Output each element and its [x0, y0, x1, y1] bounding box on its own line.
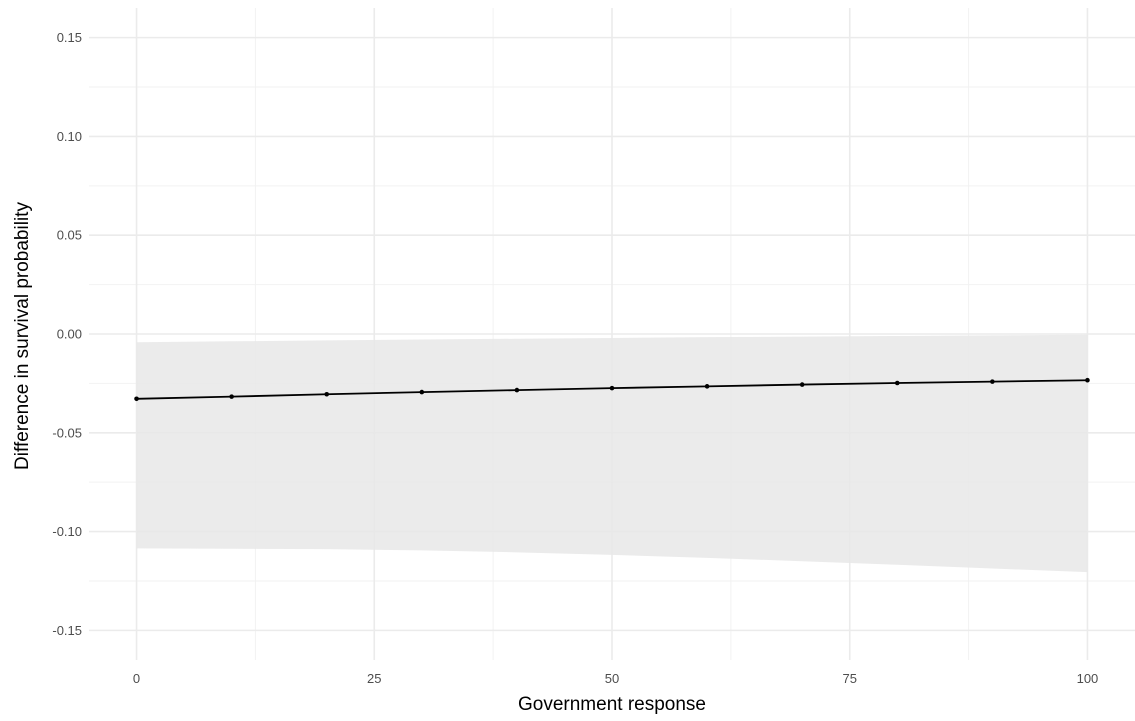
data-point [134, 396, 139, 402]
data-point [609, 385, 615, 391]
y-tick-label: 0.05 [57, 228, 82, 243]
y-tick-label: 0.15 [57, 30, 82, 45]
x-tick-label: 25 [367, 671, 381, 686]
data-point [419, 389, 425, 395]
x-axis-tick-labels: 0 25 50 75 100 [133, 671, 1098, 686]
y-axis-tick-labels: -0.15 -0.10 -0.05 0.00 0.05 0.10 0.15 [52, 30, 82, 638]
y-tick-label: 0.10 [57, 129, 82, 144]
x-tick-label: 75 [842, 671, 856, 686]
x-axis-title: Government response [518, 694, 706, 715]
series-points-layer [134, 377, 1090, 402]
data-point [514, 387, 520, 393]
data-point [799, 382, 805, 387]
data-point [229, 394, 234, 399]
data-point [324, 391, 330, 397]
x-tick-label: 100 [1077, 671, 1099, 686]
x-tick-label: 50 [605, 671, 619, 686]
confidence-band [136, 334, 1088, 573]
data-point [1085, 377, 1090, 383]
y-tick-label: -0.10 [52, 524, 82, 539]
y-tick-label: 0.00 [57, 327, 82, 342]
y-axis-title: Difference in survival probability [12, 202, 33, 470]
y-tick-label: -0.05 [52, 425, 82, 440]
data-point [894, 380, 900, 386]
y-tick-label: -0.15 [52, 623, 82, 638]
x-tick-label: 0 [133, 671, 140, 686]
data-point [990, 379, 995, 384]
confidence-band-layer [136, 334, 1088, 573]
data-point [704, 384, 710, 389]
